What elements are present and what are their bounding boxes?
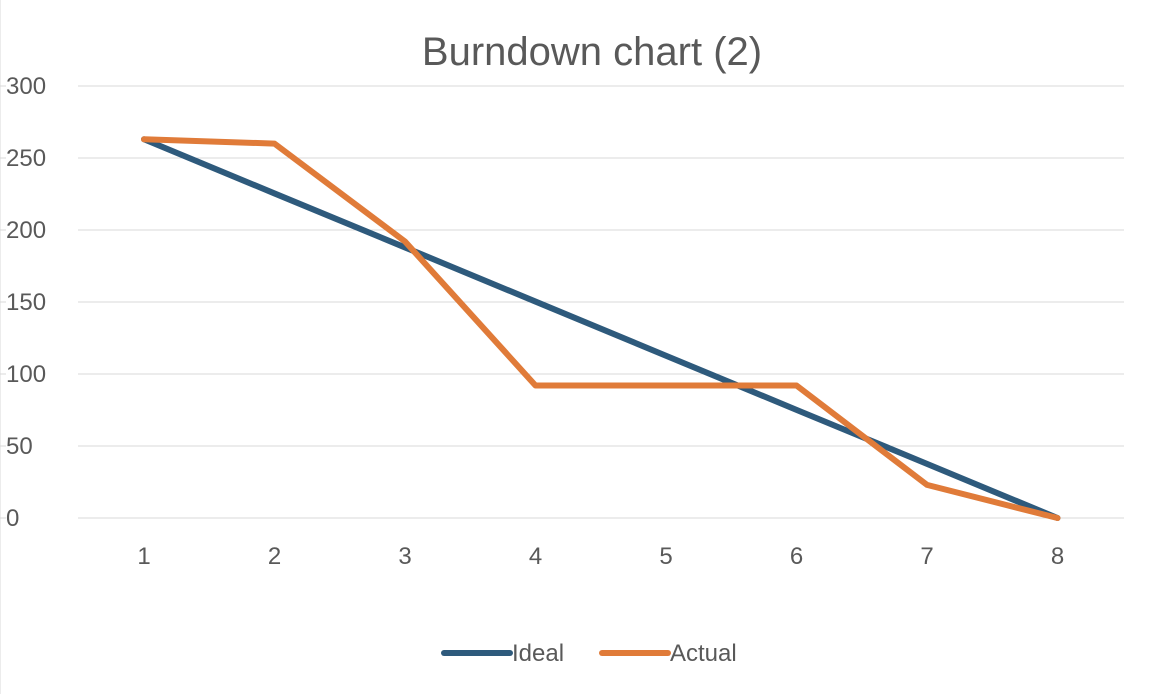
- legend-label-actual: Actual: [670, 640, 737, 667]
- y-axis-tick-labels: 0 50 100 150 200 250 300: [6, 73, 46, 532]
- x-tick-label: 6: [790, 543, 803, 570]
- y-tick-label: 250: [6, 145, 46, 172]
- legend: Ideal Actual: [441, 640, 737, 667]
- legend-label-ideal: Ideal: [512, 640, 564, 667]
- x-tick-label: 3: [398, 543, 411, 570]
- x-tick-label: 7: [920, 543, 933, 570]
- series-line-ideal: [141, 136, 1061, 521]
- gridlines: [0, 85, 1124, 519]
- x-tick-label: 8: [1051, 543, 1064, 570]
- x-tick-label: 2: [268, 543, 281, 570]
- x-axis-tick-labels: 1 2 3 4 5 6 7 8: [137, 543, 1064, 570]
- chart-title: Burndown chart (2): [422, 30, 762, 74]
- y-tick-label: 200: [6, 217, 46, 244]
- y-tick-label: 0: [6, 505, 19, 532]
- y-tick-label: 50: [6, 433, 33, 460]
- y-tick-label: 300: [6, 73, 46, 100]
- x-tick-label: 5: [659, 543, 672, 570]
- series-lines: [141, 136, 1061, 521]
- x-tick-label: 4: [529, 543, 542, 570]
- series-line-actual: [141, 136, 1061, 521]
- y-tick-label: 150: [6, 289, 46, 316]
- x-tick-label: 1: [137, 543, 150, 570]
- y-tick-label: 100: [6, 361, 46, 388]
